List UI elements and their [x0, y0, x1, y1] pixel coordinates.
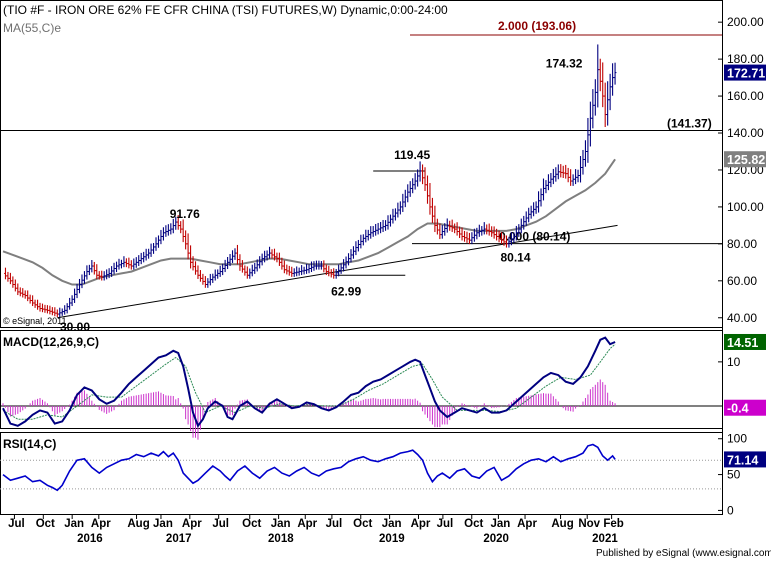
price-value-tag: 125.82 — [727, 153, 765, 167]
month-label: Jan — [64, 518, 84, 530]
month-label: Jan — [490, 518, 510, 530]
month-label: Apr — [411, 518, 431, 530]
year-label: 2017 — [166, 533, 192, 545]
macd-title: MACD(12,26,9,C) — [3, 335, 99, 349]
chart-title: (TIO #F - IRON ORE 62% FE CFR CHINA (TSI… — [3, 3, 448, 17]
price-tick-label: 180.00 — [727, 52, 764, 66]
macd-value-tag-bg — [724, 333, 766, 350]
month-label: Jul — [8, 518, 25, 530]
price-tick-label: 80.00 — [727, 237, 757, 251]
price-annotation: 62.99 — [331, 284, 361, 298]
price-tick-label: 60.00 — [727, 274, 757, 288]
month-label: Aug — [127, 518, 149, 530]
month-label: Apr — [91, 518, 111, 530]
trendline — [57, 224, 618, 319]
year-label: 2016 — [77, 533, 103, 545]
price-panel-frame — [0, 0, 723, 328]
rsi-value-tag-bg — [724, 451, 766, 468]
rsi-tick-label: 100 — [727, 432, 747, 446]
rsi-tick-label: 0 — [727, 503, 734, 517]
price-value-tag: 172.71 — [727, 67, 765, 81]
publisher-text: Published by eSignal (www.esignal.com) — [596, 548, 771, 559]
month-label: Nov — [578, 518, 600, 530]
month-label: Apr — [297, 518, 317, 530]
month-label: Jul — [212, 518, 229, 530]
rsi-value-tag: 71.14 — [727, 453, 758, 467]
month-label: Oct — [242, 518, 261, 530]
price-panel: 40.0060.0080.00100.00120.00140.00160.001… — [0, 15, 766, 334]
month-label: Jan — [382, 518, 402, 530]
x-axis: Jul Oct Jan Apr Aug Jan Apr Jul Oct Jan Apr Jul Oct J… — [8, 515, 624, 545]
ma-label: MA(55,C)e — [3, 21, 61, 35]
price-tick-label: 140.00 — [727, 126, 764, 140]
macd-line — [2, 336, 616, 428]
price-annotation: 119.45 — [394, 148, 430, 162]
price-tick-label: 200.00 — [727, 15, 764, 29]
price-value-tag-bg — [724, 64, 766, 81]
price-value-tag-bg — [724, 151, 766, 168]
price-annotation: 174.32 — [546, 57, 583, 71]
macd-value-tag: 14.51 — [727, 336, 758, 350]
macd-value-tag: -0.4 — [727, 402, 749, 416]
month-label: Jan — [271, 518, 291, 530]
year-label: 2020 — [483, 533, 509, 545]
month-label: Oct — [353, 518, 372, 530]
year-label: 2018 — [268, 533, 294, 545]
macd-value-tag-bg — [724, 399, 766, 416]
price-tick-label: 100.00 — [727, 200, 764, 214]
level-label: (141.37) — [667, 116, 712, 130]
partial-label: 30.00 — [60, 320, 90, 334]
price-tick-label: 160.00 — [727, 89, 764, 103]
month-label: Oct — [464, 518, 483, 530]
price-annotation: 80.14 — [500, 251, 530, 265]
macd-panel: 10 14.51 -0.4 — [0, 333, 766, 440]
month-label: Oct — [36, 518, 55, 530]
rsi-title: RSI(14,C) — [3, 437, 56, 451]
rsi-line — [2, 443, 616, 492]
rsi-panel-frame — [0, 432, 723, 515]
macd-signal-line — [2, 343, 616, 420]
price-annotation: 91.76 — [170, 207, 200, 221]
month-label: Feb — [603, 518, 623, 530]
month-label: Jul — [326, 518, 343, 530]
macd-tick-label: 10 — [727, 355, 741, 369]
rsi-tick-label: 50 — [727, 468, 741, 482]
rsi-panel: 100 50 0 71.14 — [0, 432, 766, 517]
month-label: Apr — [182, 518, 202, 530]
ma55-line — [2, 158, 616, 286]
month-label: Aug — [551, 518, 573, 530]
year-label: 2019 — [379, 533, 405, 545]
month-label: Jul — [437, 518, 454, 530]
level-label: 2.000 (193.06) — [498, 19, 576, 33]
copyright-text: © eSignal, 2011 — [3, 316, 67, 326]
month-label: Jan — [153, 518, 173, 530]
year-label: 2021 — [592, 533, 618, 545]
price-tick-label: 40.00 — [727, 311, 757, 325]
month-label: Apr — [517, 518, 537, 530]
